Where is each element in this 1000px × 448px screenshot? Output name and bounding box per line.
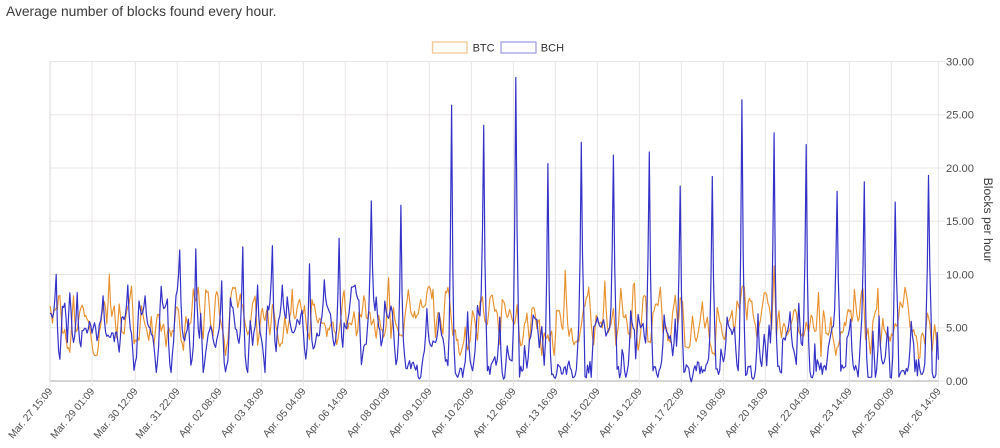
svg-text:5.00: 5.00 <box>946 323 968 335</box>
svg-text:25.00: 25.00 <box>946 110 974 122</box>
svg-text:0.00: 0.00 <box>946 376 968 388</box>
svg-text:BTC: BTC <box>473 42 495 54</box>
svg-text:10.00: 10.00 <box>946 269 974 281</box>
svg-text:BCH: BCH <box>541 42 564 54</box>
svg-text:20.00: 20.00 <box>946 163 974 175</box>
svg-text:Average number of blocks found: Average number of blocks found every hou… <box>6 4 276 19</box>
svg-text:Blocks per hour: Blocks per hour <box>981 178 995 263</box>
svg-text:15.00: 15.00 <box>946 216 974 228</box>
svg-text:30.00: 30.00 <box>946 56 974 68</box>
